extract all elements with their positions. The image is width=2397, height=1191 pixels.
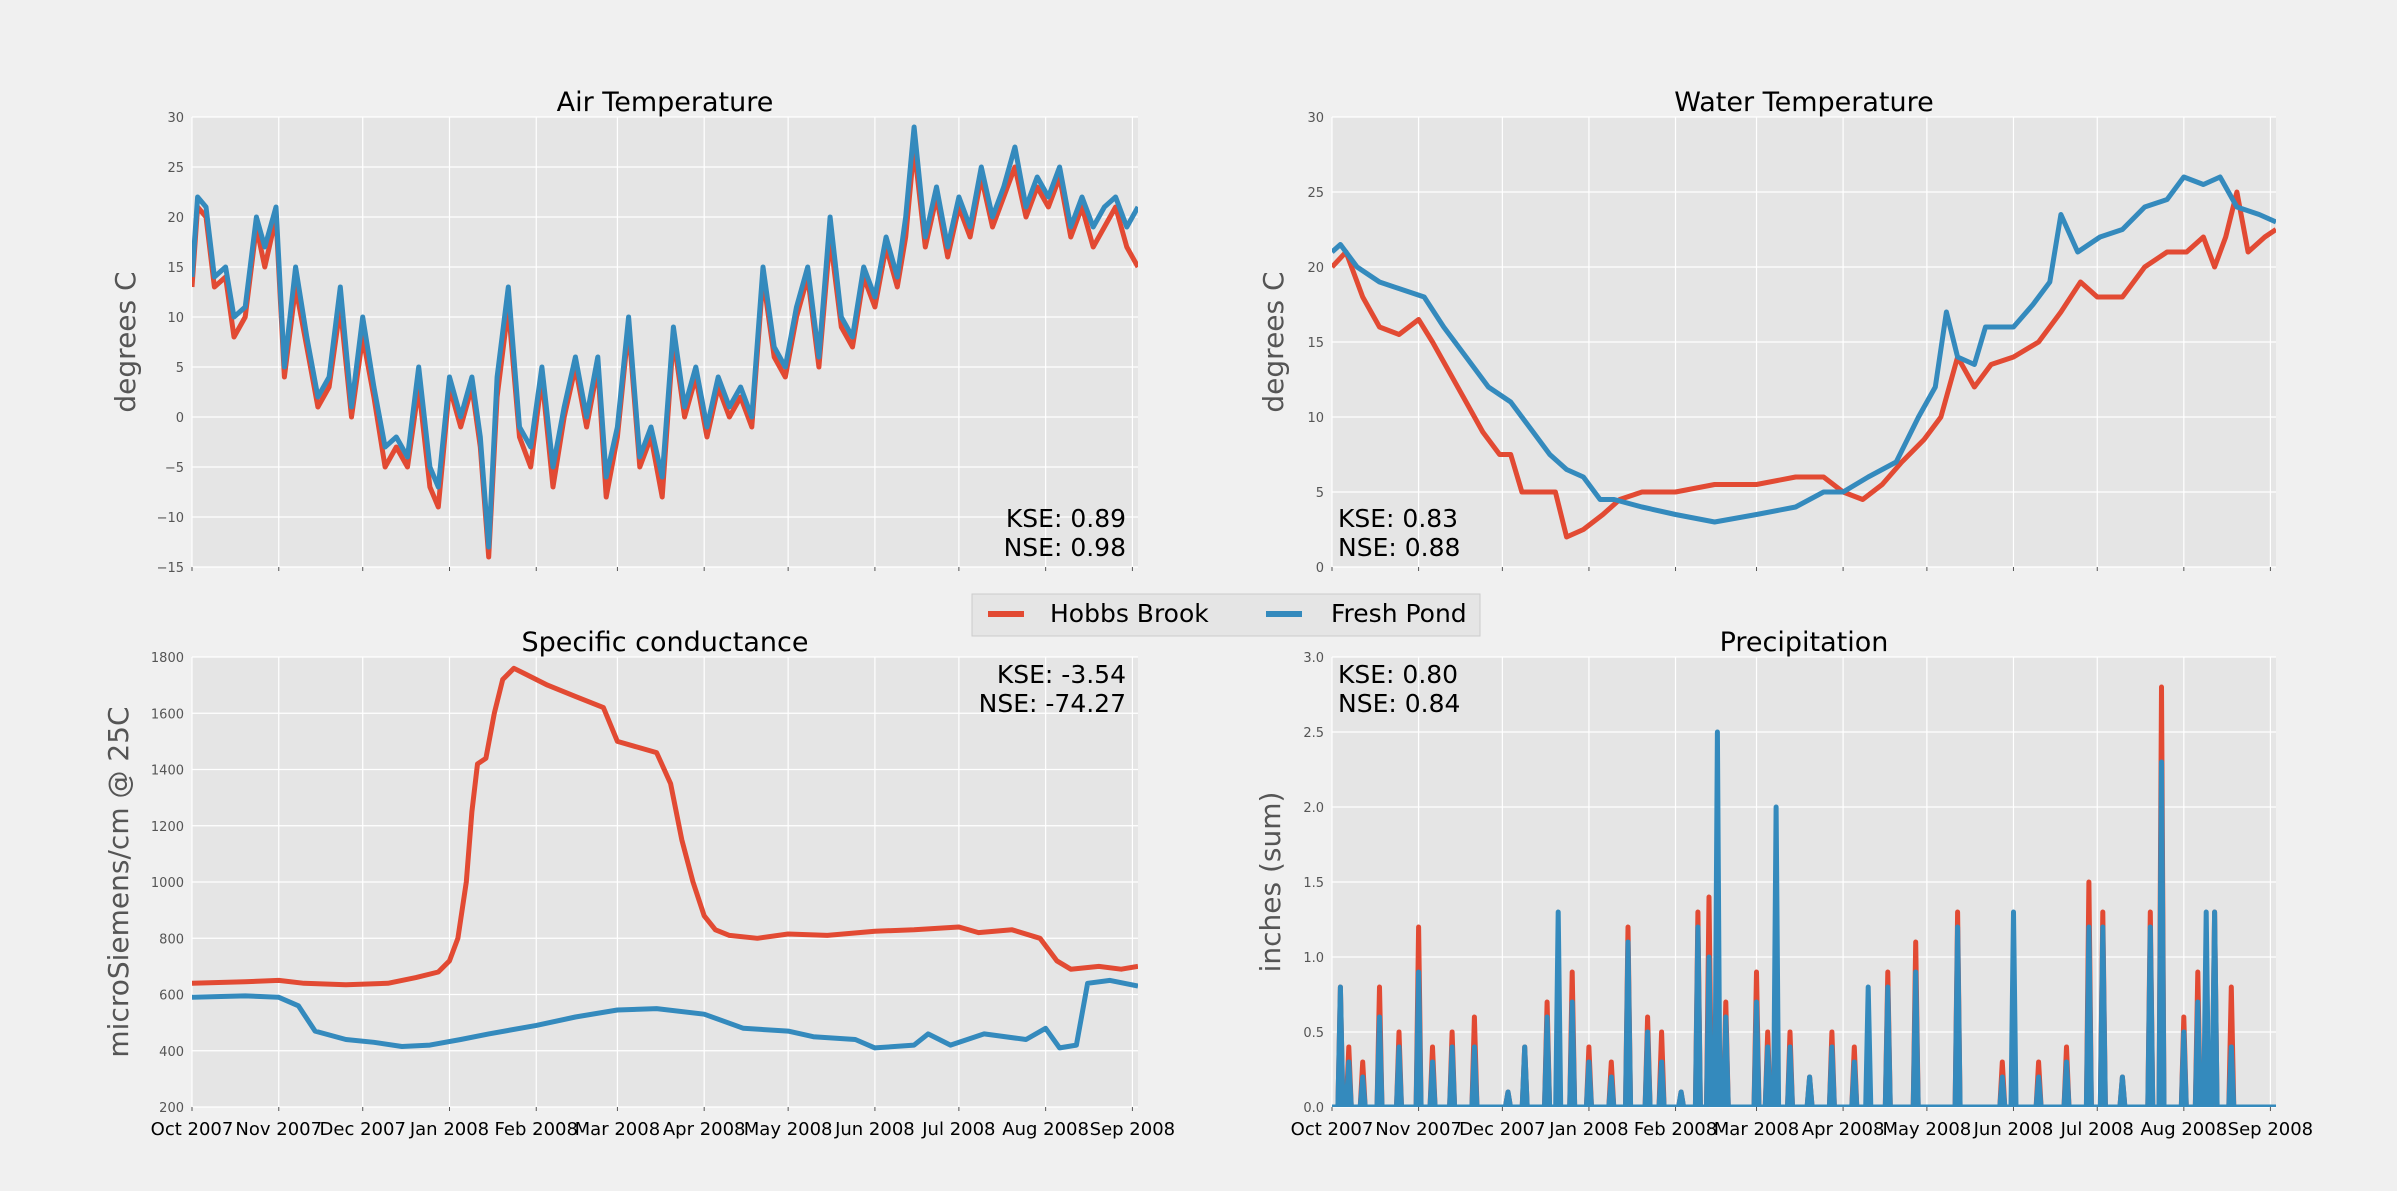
kse-annotation: KSE: 0.80 xyxy=(1338,660,1458,689)
legend-frame xyxy=(971,593,1481,637)
nse-annotation: NSE: 0.84 xyxy=(1338,689,1460,718)
chart-title: Air Temperature xyxy=(557,87,774,118)
x-tick-label: Aug 2008 xyxy=(2140,1119,2227,1140)
y-tick-label: 15 xyxy=(167,261,184,276)
y-tick-label: 600 xyxy=(159,989,184,1004)
y-tick-label: 0.0 xyxy=(1303,1101,1324,1116)
series-line-fresh-pond xyxy=(192,977,1138,1051)
x-tick-label: Oct 2007 xyxy=(1291,1119,1374,1140)
y-tick-label: 1.5 xyxy=(1303,876,1324,891)
series-line-hobbs-brook xyxy=(1332,189,2276,540)
y-tick-label: 20 xyxy=(167,211,184,226)
y-tick-label: 800 xyxy=(159,932,184,947)
y-tick-label: 1.0 xyxy=(1303,951,1324,966)
y-tick-label: 2.0 xyxy=(1303,801,1324,816)
x-tick-label: Nov 2007 xyxy=(1375,1119,1462,1140)
y-tick-label: 5 xyxy=(1316,486,1324,501)
x-tick-label: Jun 2008 xyxy=(1973,1119,2054,1140)
x-tick-label: Mar 2008 xyxy=(575,1119,661,1140)
nse-annotation: NSE: 0.98 xyxy=(1004,533,1126,562)
x-tick-label: May 2008 xyxy=(1883,1119,1972,1140)
y-tick-label: −10 xyxy=(157,511,184,526)
panel-air-temperature: −15 −10 −5 0 5 10 15 20 25 30 Air Temperature degre… xyxy=(109,87,1138,576)
x-tick-label: Oct 2007 xyxy=(151,1119,234,1140)
series-line-fresh-pond xyxy=(1332,174,2276,525)
x-tick-label: Nov 2007 xyxy=(235,1119,322,1140)
y-tick-label: 2.5 xyxy=(1303,726,1324,741)
y-tick-label: 15 xyxy=(1307,336,1324,351)
y-tick-label: 3.0 xyxy=(1303,651,1324,666)
y-tick-label: 20 xyxy=(1307,261,1324,276)
x-tick-label: Sep 2008 xyxy=(2228,1119,2313,1140)
y-tick-label: 0 xyxy=(1316,561,1324,576)
y-axis-label: inches (sum) xyxy=(1254,792,1287,973)
x-tick-label: Dec 2007 xyxy=(1459,1119,1545,1140)
y-tick-label: −15 xyxy=(157,561,184,576)
x-tick-label: Feb 2008 xyxy=(1634,1119,1717,1140)
x-tick-label: Jul 2008 xyxy=(2060,1119,2134,1140)
y-tick-label: 1600 xyxy=(151,707,184,722)
y-tick-label: 10 xyxy=(1307,411,1324,426)
x-tick-label: Apr 2008 xyxy=(1802,1119,1885,1140)
kse-annotation: KSE: -3.54 xyxy=(997,660,1126,689)
x-tick-label: Sep 2008 xyxy=(1090,1119,1175,1140)
x-tick-label: Jun 2008 xyxy=(834,1119,915,1140)
series-line-fresh-pond xyxy=(1332,729,2276,1107)
x-tick-label: Mar 2008 xyxy=(1714,1119,1800,1140)
y-tick-label: 400 xyxy=(159,1045,184,1060)
y-axis-label: degrees C xyxy=(109,271,142,412)
y-axis-label: microSiemens/cm @ 25C xyxy=(102,706,135,1057)
y-tick-label: 1800 xyxy=(151,651,184,666)
y-tick-label: 25 xyxy=(167,161,184,176)
legend-label-fresh-pond: Fresh Pond xyxy=(1331,599,1467,628)
x-tick-label: Jul 2008 xyxy=(921,1119,995,1140)
y-tick-label: 1000 xyxy=(151,876,184,891)
y-tick-label: 200 xyxy=(159,1101,184,1116)
legend-label-hobbs-brook: Hobbs Brook xyxy=(1050,599,1209,628)
chart-title: Water Temperature xyxy=(1674,87,1933,118)
series-line-fresh-pond xyxy=(192,124,1138,550)
panel-precipitation: 0.0 0.5 1.0 1.5 2.0 2.5 3.0 Oct 2007 Nov 2007Dec… xyxy=(1254,627,2313,1140)
legend: Hobbs Brook Fresh Pond xyxy=(971,593,1481,637)
y-tick-label: 30 xyxy=(167,111,184,126)
x-tick-label: Apr 2008 xyxy=(663,1119,746,1140)
y-tick-label: 1200 xyxy=(151,820,184,835)
x-tick-label: Aug 2008 xyxy=(1002,1119,1089,1140)
y-axis-label: degrees C xyxy=(1257,271,1290,412)
y-tick-label: 5 xyxy=(176,361,184,376)
chart-title: Precipitation xyxy=(1720,627,1889,658)
y-tick-label: 10 xyxy=(167,311,184,326)
panel-specific-conductance: 200 400 600 800 1000 1200 1400 1600 1800 Oct 2007… xyxy=(102,627,1175,1140)
y-tick-label: 0 xyxy=(176,411,184,426)
x-tick-label: May 2008 xyxy=(744,1119,833,1140)
panel-water-temperature: 0 5 10 15 20 25 30 Water Temperature degrees C KS… xyxy=(1257,87,2276,576)
series-line-hobbs-brook xyxy=(192,665,1138,988)
y-tick-label: 0.5 xyxy=(1303,1026,1324,1041)
nse-annotation: NSE: 0.88 xyxy=(1338,533,1460,562)
kse-annotation: KSE: 0.83 xyxy=(1338,504,1458,533)
series-line-hobbs-brook xyxy=(1332,684,2276,1107)
chart-title: Specific conductance xyxy=(522,627,809,658)
x-tick-label: Feb 2008 xyxy=(495,1119,578,1140)
y-tick-label: 25 xyxy=(1307,186,1324,201)
y-tick-label: −5 xyxy=(165,461,184,476)
x-tick-label: Dec 2007 xyxy=(320,1119,406,1140)
y-tick-label: 1400 xyxy=(151,764,184,779)
x-tick-label: Jan 2008 xyxy=(409,1119,489,1140)
x-tick-label: Jan 2008 xyxy=(1548,1119,1628,1140)
nse-annotation: NSE: -74.27 xyxy=(979,689,1126,718)
kse-annotation: KSE: 0.89 xyxy=(1006,504,1126,533)
y-tick-label: 30 xyxy=(1307,111,1324,126)
